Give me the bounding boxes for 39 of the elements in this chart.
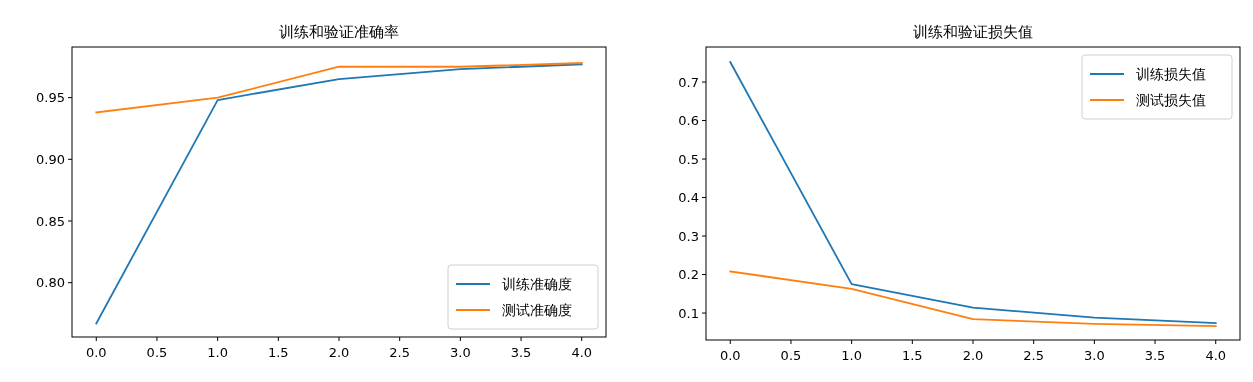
x-tick-label: 3.0 (450, 345, 471, 360)
y-tick-label: 0.6 (678, 113, 699, 129)
x-tick-label: 1.5 (267, 345, 289, 360)
chart-title: 训练和验证损失值 (913, 23, 1033, 41)
legend-label: 测试损失值 (1136, 92, 1206, 108)
x-tick-label: 3.5 (1144, 348, 1166, 363)
x-tick-label: 0.0 (719, 348, 741, 363)
y-tick-label: 0.4 (678, 190, 699, 206)
legend-label: 测试准确度 (502, 302, 572, 318)
y-tick-label: 0.80 (36, 275, 65, 291)
legend-label: 训练准确度 (502, 276, 572, 292)
x-tick-label: 4.0 (1205, 348, 1227, 363)
y-tick-label: 0.5 (678, 151, 699, 167)
x-tick-label: 1.0 (207, 345, 228, 360)
x-tick-label: 0.5 (146, 345, 168, 360)
chart-title: 训练和验证准确率 (279, 23, 399, 41)
x-tick-label: 2.0 (328, 345, 350, 360)
y-tick-label: 0.3 (678, 228, 699, 244)
x-tick-label: 2.5 (1023, 348, 1045, 363)
y-tick-label: 0.1 (678, 305, 699, 321)
x-tick-label: 0.0 (85, 345, 107, 360)
x-tick-label: 1.0 (841, 348, 862, 363)
x-tick-label: 1.5 (901, 348, 923, 363)
x-tick-label: 0.5 (780, 348, 802, 363)
x-tick-label: 3.5 (510, 345, 532, 360)
x-tick-label: 4.0 (571, 345, 593, 360)
x-tick-label: 2.5 (389, 345, 411, 360)
y-tick-label: 0.85 (36, 213, 65, 229)
x-tick-label: 2.0 (962, 348, 984, 363)
line-series (729, 61, 1217, 324)
y-tick-label: 0.90 (36, 151, 65, 167)
y-tick-label: 0.7 (678, 74, 699, 90)
line-series (95, 63, 583, 325)
line-series (95, 62, 583, 114)
y-tick-label: 0.95 (36, 90, 65, 106)
legend-label: 训练损失值 (1136, 66, 1206, 82)
x-tick-label: 3.0 (1084, 348, 1105, 363)
y-tick-label: 0.2 (678, 267, 699, 283)
line-series (729, 270, 1217, 328)
